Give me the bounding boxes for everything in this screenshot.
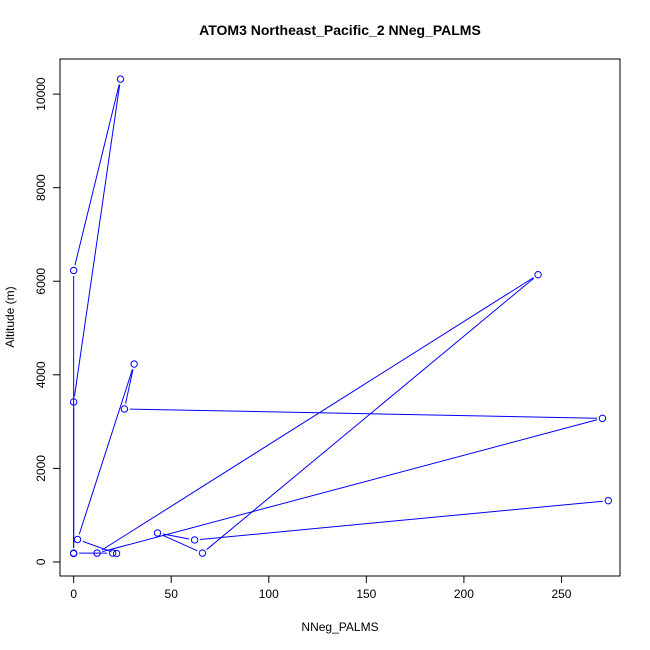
data-point bbox=[112, 549, 121, 558]
x-tick-label: 50 bbox=[165, 587, 179, 601]
data-point bbox=[598, 414, 607, 423]
series-segment bbox=[74, 84, 120, 266]
series-segment bbox=[200, 500, 603, 540]
y-tick-label: 4000 bbox=[34, 361, 48, 388]
x-tick-label: 150 bbox=[356, 587, 376, 601]
x-axis: 0 50 100 150 200 250 bbox=[70, 575, 572, 601]
data-point bbox=[534, 270, 542, 279]
series-segment bbox=[206, 277, 535, 550]
data-point bbox=[69, 549, 78, 557]
x-tick-label: 0 bbox=[70, 587, 77, 601]
data-point bbox=[116, 75, 125, 83]
x-tick-label: 250 bbox=[551, 587, 571, 601]
data-point bbox=[604, 496, 612, 505]
series-segment bbox=[73, 84, 121, 397]
x-axis-label: NNeg_PALMS bbox=[301, 620, 378, 634]
series-segment bbox=[162, 533, 190, 540]
series-segment bbox=[101, 277, 534, 551]
series-segment bbox=[102, 419, 598, 553]
x-tick-label: 100 bbox=[259, 587, 279, 601]
data-point bbox=[93, 549, 101, 557]
y-tick-label: 2000 bbox=[34, 455, 48, 482]
y-tick-label: 8000 bbox=[34, 174, 48, 201]
y-tick-label: 0 bbox=[34, 558, 48, 565]
data-point bbox=[190, 536, 199, 544]
y-tick-label: 6000 bbox=[34, 268, 48, 295]
x-tick-label: 200 bbox=[454, 587, 474, 601]
series-segment bbox=[82, 540, 112, 553]
data-point bbox=[130, 360, 138, 368]
series-segment bbox=[78, 369, 133, 535]
data-point bbox=[69, 266, 78, 275]
series-layer bbox=[69, 75, 612, 558]
data-point bbox=[108, 549, 117, 557]
y-tick-label: 10000 bbox=[34, 77, 48, 111]
y-axis-label: Altitude (m) bbox=[3, 286, 17, 347]
data-point bbox=[198, 549, 207, 557]
series-segment bbox=[125, 369, 134, 404]
plot-frame bbox=[59, 58, 621, 577]
chart-title: ATOM3 Northeast_Pacific_2 NNeg_PALMS bbox=[199, 22, 481, 38]
y-axis: 0 2000 4000 6000 8000 10000 bbox=[34, 77, 61, 565]
data-point bbox=[153, 529, 162, 537]
data-point bbox=[120, 405, 129, 413]
series-segment bbox=[129, 408, 597, 419]
data-point bbox=[73, 535, 82, 544]
series-segment bbox=[162, 534, 198, 552]
data-point bbox=[69, 398, 78, 406]
